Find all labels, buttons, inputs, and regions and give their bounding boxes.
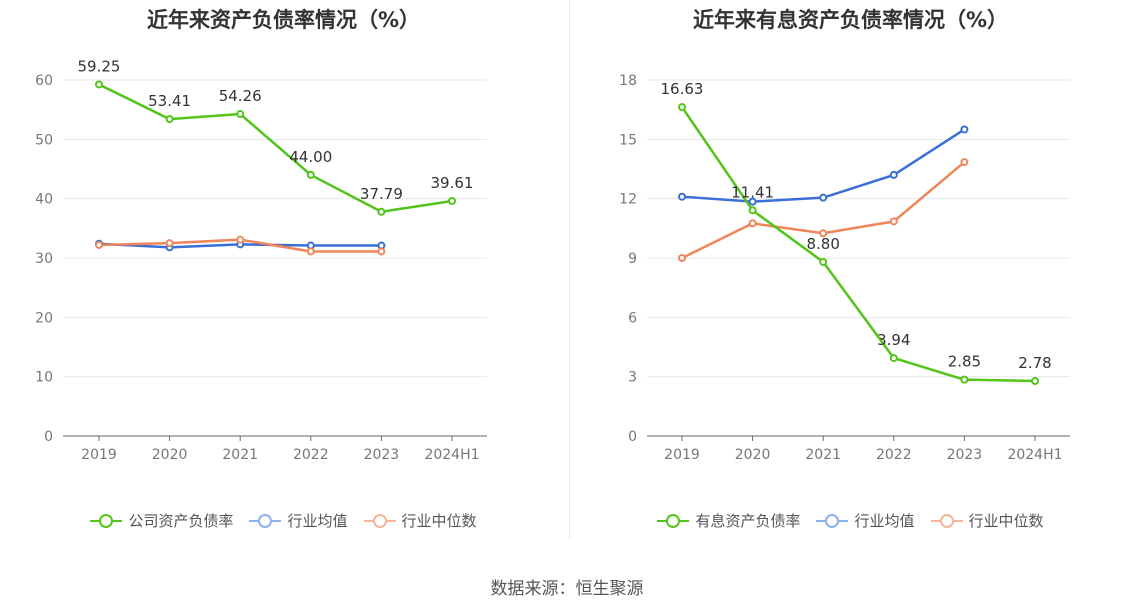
y-tick-label: 20	[35, 310, 53, 326]
chart-panel-right: 近年来有息资产负债率情况（%） 0 3 6 9 12 15 18 2019 2020 2021 20…	[567, 0, 1134, 560]
y-tick-label: 10	[35, 370, 53, 386]
data-point-0	[889, 354, 898, 363]
data-point-0	[236, 110, 245, 119]
data-point-0	[748, 206, 757, 215]
legend-swatch	[930, 513, 963, 528]
y-tick-label: 0	[628, 429, 637, 445]
y-tick-label: 40	[35, 192, 53, 208]
x-tick-label: 2023	[364, 447, 400, 463]
legend-swatch	[90, 513, 123, 528]
x-tick-label: 2024H1	[424, 447, 479, 463]
data-label: 16.63	[661, 80, 704, 98]
legend-swatch	[363, 513, 396, 528]
data-point-2	[960, 158, 969, 167]
data-point-1	[819, 193, 828, 202]
x-tick-label: 2022	[293, 447, 329, 463]
data-point-2	[236, 235, 245, 244]
data-point-0	[960, 375, 969, 384]
legend-item-series-2[interactable]: 行业中位数	[930, 510, 1044, 531]
chart-panel-left: 近年来资产负债率情况（%） 0 10 20 30 40 50 60 2019 2020 2021 2…	[0, 0, 567, 560]
data-point-2	[95, 240, 103, 249]
x-tick-label: 2021	[222, 447, 258, 463]
data-label: 2.85	[948, 353, 981, 371]
data-point-2	[678, 254, 686, 262]
legend-swatch	[249, 513, 282, 528]
line-chart-debt-ratio: 0 10 20 30 40 50 60 2019 2020 2021 2022 2023 2024H1 5…	[35, 57, 487, 463]
data-point-1	[678, 192, 686, 201]
data-point-1	[748, 197, 757, 206]
data-label: 54.26	[219, 87, 262, 105]
legend-label: 行业中位数	[401, 512, 477, 530]
data-point-1	[960, 125, 969, 134]
data-point-0	[377, 207, 386, 216]
panel-divider	[569, 0, 570, 540]
legend-item-series-1[interactable]: 行业均值	[249, 510, 348, 531]
legend-item-series-1[interactable]: 行业均值	[816, 510, 915, 531]
y-tick-label: 12	[619, 192, 637, 208]
legend-label: 公司资产负债率	[128, 512, 234, 530]
legend-label: 有息资产负债率	[695, 512, 801, 530]
legend-label: 行业均值	[854, 512, 915, 530]
data-label: 2.78	[1018, 354, 1051, 372]
data-point-0	[678, 103, 686, 112]
x-tick-label: 2024H1	[1007, 447, 1062, 463]
x-tick-label: 2020	[152, 447, 188, 463]
y-tick-label: 60	[35, 73, 53, 89]
data-point-2	[377, 247, 386, 256]
data-point-2	[819, 229, 828, 238]
legend-swatch	[816, 513, 849, 528]
data-point-1	[889, 170, 898, 179]
data-point-2	[889, 217, 898, 226]
data-point-0	[95, 80, 103, 89]
y-tick-label: 15	[619, 132, 637, 148]
y-tick-label: 9	[628, 251, 637, 267]
data-label: 59.25	[78, 57, 121, 75]
data-point-0	[306, 170, 315, 179]
x-tick-label: 2019	[664, 447, 700, 463]
data-label: 39.61	[431, 174, 474, 192]
x-tick-label: 2019	[81, 447, 117, 463]
y-tick-label: 30	[35, 251, 53, 267]
series-line-0	[680, 106, 1036, 383]
legend-item-series-0[interactable]: 公司资产负债率	[90, 510, 233, 531]
data-label: 44.00	[289, 148, 332, 166]
legend-item-series-0[interactable]: 有息资产负债率	[657, 510, 800, 531]
data-point-2	[306, 247, 315, 256]
x-tick-label: 2022	[876, 447, 912, 463]
data-point-0	[819, 257, 828, 266]
y-tick-label: 50	[35, 132, 53, 148]
legend: 有息资产负债率 行业均值 行业中位数	[567, 510, 1134, 531]
series-line-0	[98, 83, 453, 214]
y-tick-label: 18	[619, 73, 637, 89]
data-point-0	[165, 115, 174, 124]
data-label: 53.41	[148, 92, 191, 110]
data-label: 8.80	[806, 235, 839, 253]
chart-title: 近年来有息资产负债率情况（%）	[692, 8, 1009, 32]
y-tick-label: 3	[628, 370, 637, 386]
legend-item-series-2[interactable]: 行业中位数	[363, 510, 477, 531]
legend: 公司资产负债率 行业均值 行业中位数	[0, 510, 567, 531]
data-point-2	[165, 239, 174, 248]
line-chart-interest-debt-ratio: 0 3 6 9 12 15 18 2019 2020 2021 2022 2023 2024H1 16.6…	[619, 73, 1070, 463]
data-label: 11.41	[731, 183, 774, 201]
data-label: 3.94	[877, 331, 910, 349]
data-label: 37.79	[360, 185, 403, 203]
legend-label: 行业均值	[287, 512, 348, 530]
data-point-0	[448, 196, 456, 205]
y-tick-label: 6	[628, 310, 637, 326]
y-tick-label: 0	[44, 429, 53, 445]
chart-title: 近年来资产负债率情况（%）	[146, 8, 421, 32]
legend-label: 行业中位数	[968, 512, 1044, 530]
data-point-2	[748, 219, 757, 228]
x-tick-label: 2020	[735, 447, 771, 463]
legend-swatch	[657, 513, 690, 528]
data-source-label: 数据来源：恒生聚源	[490, 579, 644, 599]
data-point-0	[1031, 377, 1039, 386]
series-line-1	[681, 128, 966, 203]
x-tick-label: 2021	[805, 447, 841, 463]
x-tick-label: 2023	[947, 447, 983, 463]
